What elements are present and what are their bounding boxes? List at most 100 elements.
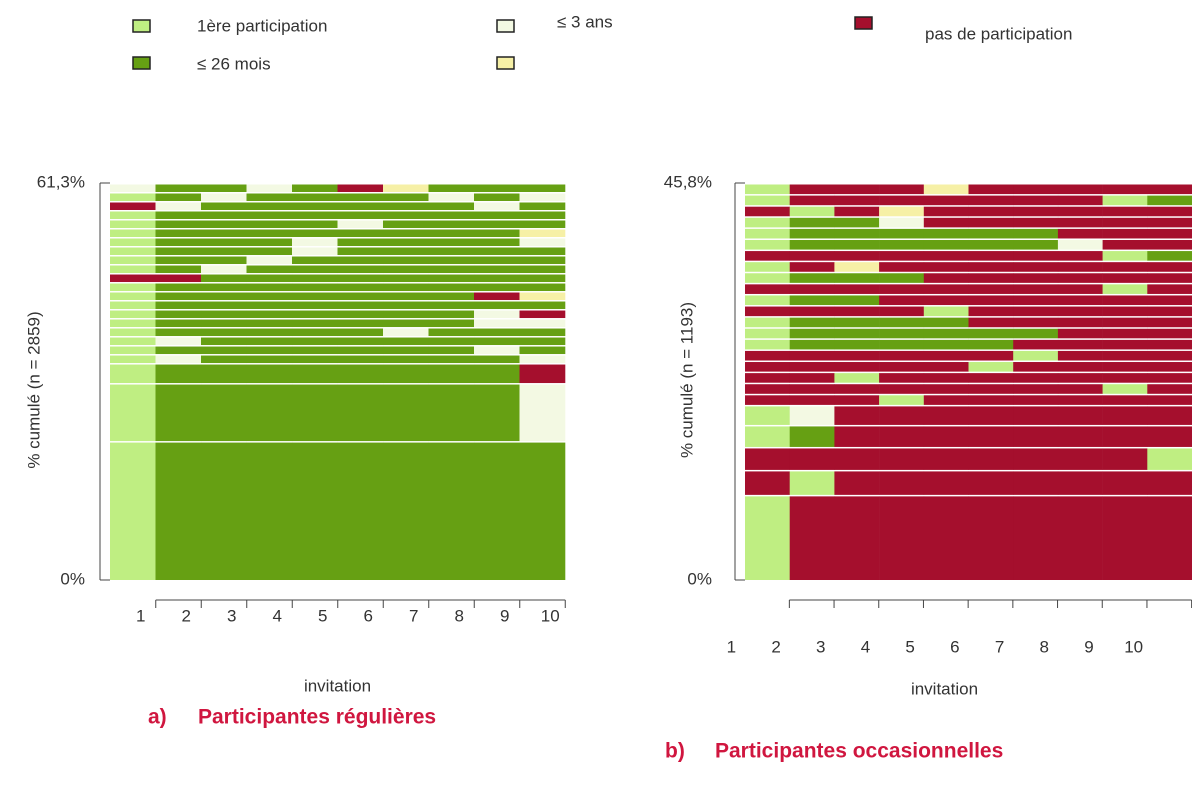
sequence-cell xyxy=(1147,206,1192,217)
sequence-cell xyxy=(1147,496,1192,580)
sequence-cell xyxy=(110,337,156,346)
x-tick-label: 1 xyxy=(136,606,145,625)
sequence-cell xyxy=(155,193,202,202)
sequence-cell xyxy=(1147,273,1192,283)
sequence-cell xyxy=(745,448,790,470)
sequence-cell xyxy=(745,184,790,195)
sequence-cell xyxy=(110,247,156,256)
sequence-cell xyxy=(110,301,156,310)
sequence-cell xyxy=(292,310,338,319)
caption-title: Participantes occasionnelles xyxy=(715,740,1003,763)
sequence-cell xyxy=(1147,262,1192,272)
sequence-cell xyxy=(879,217,925,228)
sequence-cell xyxy=(246,292,293,301)
sequence-cell xyxy=(428,229,475,238)
sequence-cell xyxy=(519,346,566,355)
sequence-cell xyxy=(879,317,925,328)
sequence-cell xyxy=(834,384,880,394)
sequence-cell xyxy=(834,273,880,283)
sequence-cell xyxy=(923,262,969,272)
sequence-cell xyxy=(1147,328,1192,339)
sequence-cell xyxy=(1057,273,1103,283)
sequence-cell xyxy=(1102,448,1148,470)
sequence-cell xyxy=(1102,317,1148,328)
sequence-cell xyxy=(1102,350,1148,361)
sequence-cell xyxy=(745,262,790,272)
sequence-cell xyxy=(1102,306,1148,317)
sequence-cell xyxy=(474,319,520,328)
sequence-cell xyxy=(474,310,520,319)
sequence-cell xyxy=(923,328,969,339)
sequence-cell xyxy=(923,206,969,217)
sequence-cell xyxy=(519,193,566,202)
sequence-cell xyxy=(1013,328,1059,339)
sequence-cell xyxy=(834,496,880,580)
sequence-cell xyxy=(923,317,969,328)
sequence-cell xyxy=(745,395,790,405)
sequence-cell xyxy=(201,274,247,283)
sequence-cell xyxy=(789,496,835,580)
sequence-cell xyxy=(1057,448,1103,470)
sequence-cell xyxy=(110,220,156,229)
sequence-cell xyxy=(879,426,925,447)
sequence-cell xyxy=(789,317,835,328)
sequence-cell xyxy=(246,247,293,256)
sequence-cell xyxy=(1057,496,1103,580)
sequence-cell xyxy=(968,317,1014,328)
sequence-cell xyxy=(201,301,247,310)
sequence-cell xyxy=(968,284,1014,294)
sequence-cell xyxy=(923,284,969,294)
sequence-cell xyxy=(201,442,247,580)
sequence-cell xyxy=(383,442,429,580)
sequence-cell xyxy=(968,384,1014,394)
sequence-cell xyxy=(923,406,969,425)
sequence-cell xyxy=(968,206,1014,217)
sequence-cell xyxy=(246,193,293,202)
sequence-cell xyxy=(1057,384,1103,394)
sequence-cell xyxy=(745,350,790,361)
sequence-cell xyxy=(155,364,202,384)
sequence-cell xyxy=(383,193,429,202)
sequence-cell xyxy=(1147,184,1192,195)
sequence-cell xyxy=(968,239,1014,250)
sequence-cell xyxy=(1102,328,1148,339)
sequence-cell xyxy=(879,184,925,195)
legend-swatch xyxy=(496,19,515,33)
sequence-cell xyxy=(1013,217,1059,228)
sequence-cell xyxy=(474,337,520,346)
sequence-cell xyxy=(201,202,247,211)
sequence-cell xyxy=(246,355,293,364)
sequence-cell xyxy=(428,274,475,283)
sequence-cell xyxy=(337,328,384,337)
sequence-cell xyxy=(383,211,429,220)
x-axis-label: invitation xyxy=(304,676,371,695)
sequence-cell xyxy=(1102,262,1148,272)
sequence-cell xyxy=(968,228,1014,239)
x-tick-label: 8 xyxy=(1040,637,1049,656)
sequence-cell xyxy=(834,471,880,495)
sequence-cell xyxy=(879,295,925,306)
sequence-cell xyxy=(1102,395,1148,405)
sequence-cell xyxy=(337,355,384,364)
x-tick-label: 4 xyxy=(861,637,870,656)
sequence-cell xyxy=(1147,217,1192,228)
sequence-cell xyxy=(337,337,384,346)
sequence-cell xyxy=(201,229,247,238)
sequence-cell xyxy=(155,328,202,337)
sequence-cell xyxy=(201,310,247,319)
sequence-cell xyxy=(1102,471,1148,495)
sequence-cell xyxy=(1013,406,1059,425)
sequence-cell xyxy=(474,283,520,292)
sequence-cell xyxy=(474,256,520,265)
x-tick-label: 3 xyxy=(816,637,825,656)
sequence-cell xyxy=(968,295,1014,306)
sequence-cell xyxy=(834,426,880,447)
sequence-cell xyxy=(292,337,338,346)
sequence-cell xyxy=(1102,195,1148,206)
x-tick-label: 1 xyxy=(727,637,736,656)
sequence-cell xyxy=(246,220,293,229)
sequence-cell xyxy=(155,256,202,265)
sequence-cell xyxy=(519,384,566,442)
sequence-cell xyxy=(789,384,835,394)
sequence-cell xyxy=(789,284,835,294)
